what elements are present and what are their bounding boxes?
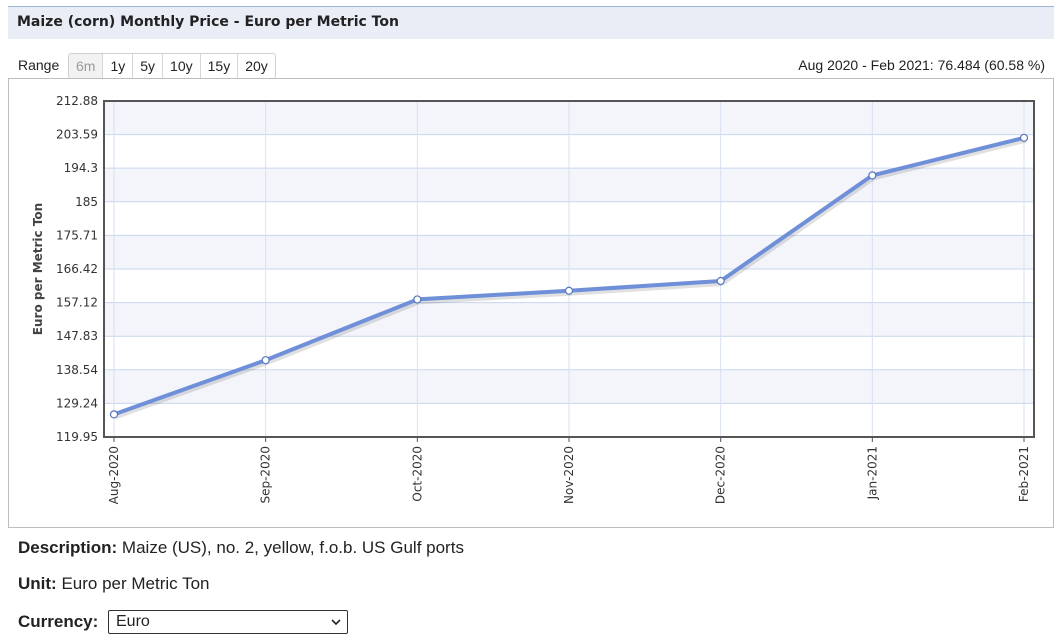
- x-tick-label: Oct-2020: [410, 446, 424, 502]
- chart-container: 212.88 203.59 194.3 185 175.71 166.42 157.12 14…: [8, 78, 1054, 528]
- y-tick-label: 185: [75, 195, 98, 209]
- y-axis-label: Euro per Metric Ton: [31, 203, 45, 335]
- y-tick-label: 166.42: [56, 262, 98, 276]
- y-tick-label: 129.24: [56, 396, 98, 410]
- y-tick-label: 203.59: [56, 128, 98, 142]
- currency-label-line: Currency:: [18, 612, 98, 632]
- unit-value: Euro per Metric Ton: [61, 574, 210, 593]
- range-button-5y[interactable]: 5y: [133, 54, 164, 78]
- chart-title-bar: Maize (corn) Monthly Price - Euro per Me…: [8, 6, 1054, 39]
- x-tick-label: Jan-2021: [865, 446, 879, 500]
- range-button-1y[interactable]: 1y: [103, 54, 134, 78]
- unit-line: Unit: Euro per Metric Ton: [18, 574, 209, 594]
- currency-label: Currency:: [18, 612, 99, 631]
- y-tick-label: 212.88: [56, 94, 98, 108]
- range-button-20y[interactable]: 20y: [238, 54, 275, 78]
- x-tick-label: Nov-2020: [562, 446, 576, 504]
- chevron-down-icon: [331, 619, 341, 626]
- y-tick-label: 175.71: [56, 228, 98, 242]
- y-tick-label: 138.54: [56, 363, 98, 377]
- data-point: [564, 286, 574, 295]
- x-tick-label: Dec-2020: [714, 446, 728, 504]
- currency-select[interactable]: Euro: [108, 610, 348, 634]
- data-point: [413, 295, 422, 304]
- range-button-6m: 6m: [69, 54, 104, 78]
- x-tick-label: Feb-2021: [1017, 446, 1031, 502]
- y-tick-label: 194.3: [64, 161, 98, 175]
- range-label: Range: [18, 57, 60, 73]
- x-tick-label: Aug-2020: [107, 446, 121, 504]
- x-tick-label: Sep-2020: [259, 446, 273, 504]
- data-point: [868, 171, 877, 180]
- range-button-15y[interactable]: 15y: [200, 54, 239, 78]
- unit-label: Unit:: [18, 574, 57, 593]
- chart-title: Maize (corn) Monthly Price - Euro per Me…: [17, 14, 399, 30]
- currency-selected-value: Euro: [116, 613, 150, 630]
- plot-frame: [103, 100, 1035, 438]
- data-point: [716, 276, 725, 286]
- data-point: [261, 356, 270, 365]
- range-selector: 6m 1y 5y 10y 15y 20y: [68, 53, 276, 79]
- line-chart: 212.88 203.59 194.3 185 175.71 166.42 157.12 14…: [31, 94, 1035, 504]
- y-tick-label: 157.12: [56, 296, 98, 310]
- range-button-10y[interactable]: 10y: [163, 54, 201, 78]
- description-line: Description: Maize (US), no. 2, yellow, …: [18, 538, 464, 558]
- description-value: Maize (US), no. 2, yellow, f.o.b. US Gul…: [121, 538, 464, 557]
- y-tick-label: 119.95: [56, 430, 98, 444]
- description-label: Description:: [18, 538, 118, 557]
- data-point: [1019, 133, 1029, 142]
- y-tick-label: 147.83: [56, 329, 98, 343]
- data-point: [109, 410, 119, 419]
- range-change-summary: Aug 2020 - Feb 2021: 76.484 (60.58 %): [798, 57, 1045, 73]
